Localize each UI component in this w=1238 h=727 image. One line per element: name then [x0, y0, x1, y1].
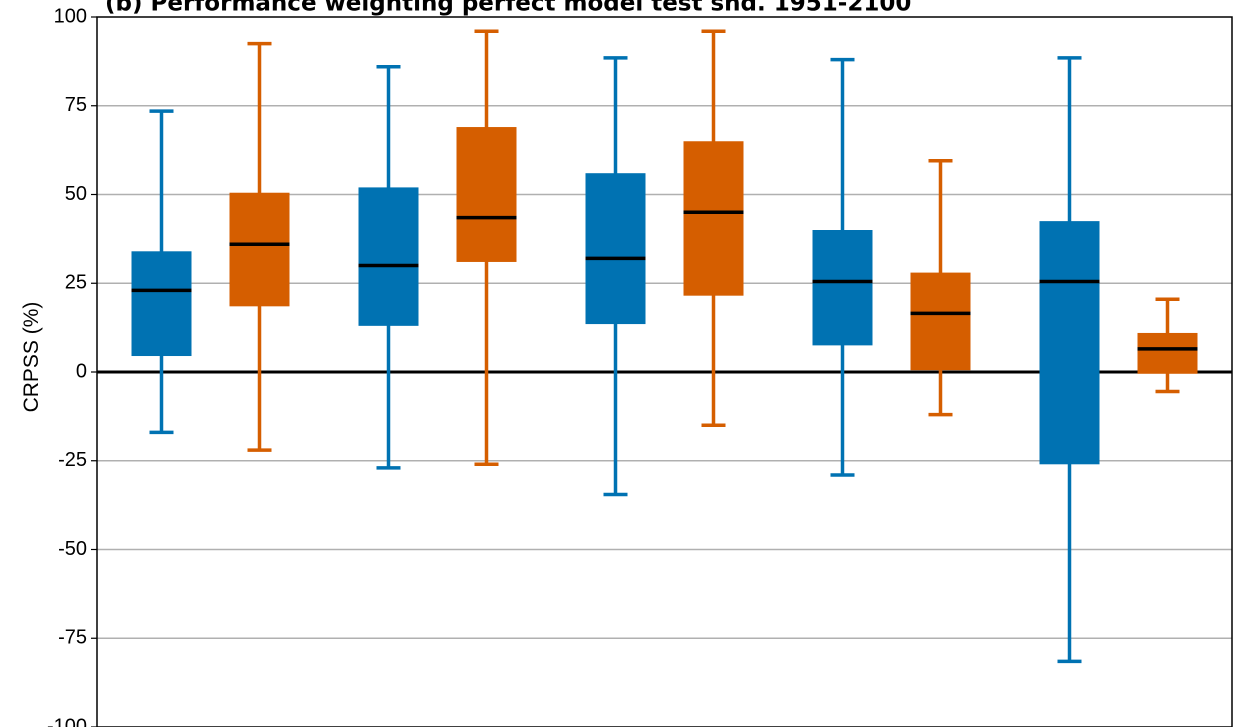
box-series-1-group-4: [812, 57, 873, 477]
y-tick-label: 0: [76, 360, 87, 382]
box-series-1-group-3: [585, 56, 646, 497]
box-series-2-group-4: [910, 159, 971, 417]
y-tick-label: -50: [58, 538, 87, 560]
box: [683, 141, 744, 296]
y-tick-label: -25: [58, 449, 87, 471]
box: [585, 173, 646, 325]
box: [1039, 221, 1100, 465]
box-series-1-group-2: [358, 64, 419, 470]
y-tick-label: 50: [65, 183, 87, 205]
box-series-2-group-5: [1137, 297, 1198, 394]
box: [229, 192, 290, 307]
box-series-2-group-1: [229, 41, 290, 452]
chart-title: (b) Performance weighting perfect model …: [105, 0, 911, 17]
box: [1137, 332, 1198, 374]
box-series-2-group-2: [456, 29, 517, 467]
box: [910, 272, 971, 371]
boxes: [131, 29, 1198, 664]
box-series-1-group-5: [1039, 56, 1100, 664]
y-tick-label: -100: [47, 715, 87, 727]
y-axis-label: CRPSS (%): [20, 302, 43, 413]
box: [812, 230, 873, 346]
box-series-1-group-1: [131, 109, 192, 435]
box: [358, 187, 419, 326]
y-tick-label: -75: [58, 627, 87, 649]
y-tick-label: 75: [65, 94, 87, 116]
plot-frame: [96, 16, 1233, 727]
box: [456, 127, 517, 262]
y-ticks: 100 75 50 25 0 -25 -50 -75 -100: [47, 5, 97, 727]
box: [131, 251, 192, 357]
y-tick-label: 100: [54, 5, 87, 27]
y-tick-label: 25: [65, 272, 87, 294]
box-series-2-group-3: [683, 29, 744, 427]
